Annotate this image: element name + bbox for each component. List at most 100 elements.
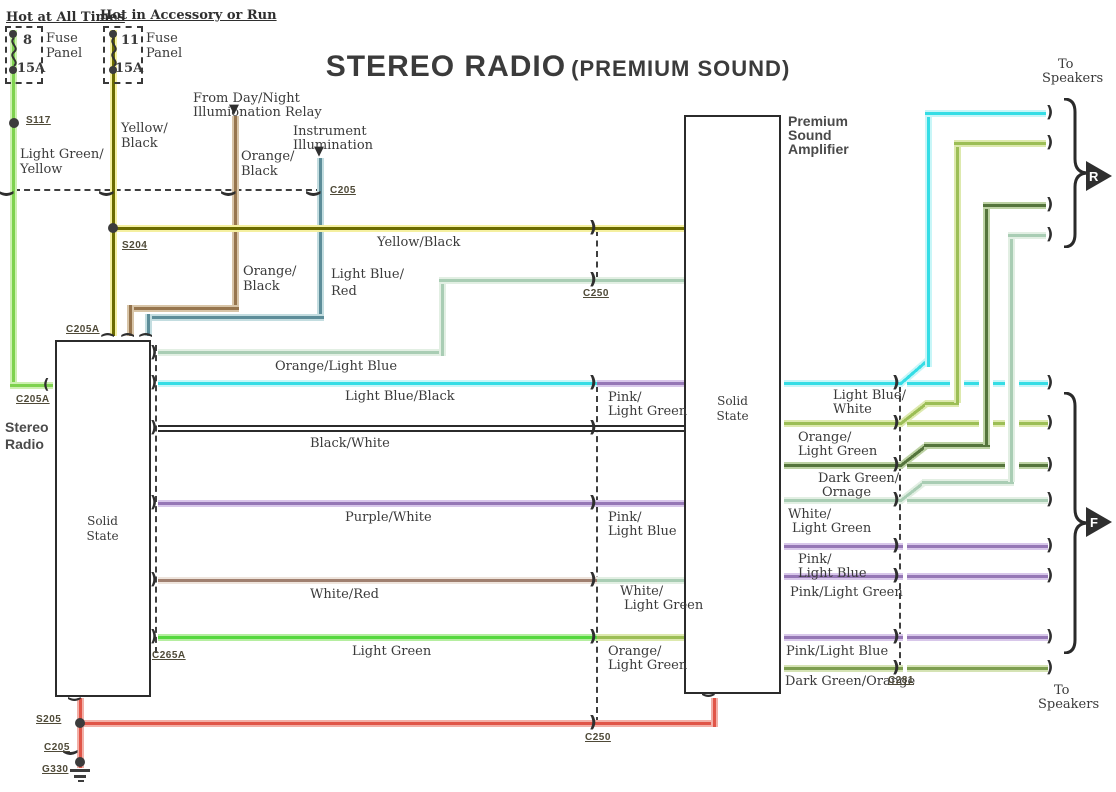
c265a-pin-icon: ) — [150, 372, 158, 391]
wire-plg-run — [907, 573, 1048, 580]
wire-label-purple-white: Purple/White — [345, 510, 432, 525]
speaker-stub-icon: ) — [1046, 489, 1054, 508]
row-connector-icon: )) — [589, 492, 594, 511]
wire-light-blue-red-elbow — [145, 314, 324, 321]
wire-white-light-green — [597, 577, 686, 584]
connector-c205-label: C205 — [330, 185, 356, 196]
wire-label-light-blue-red-2: Red — [331, 284, 357, 299]
down-arrow-icon: ▼ — [229, 102, 239, 117]
c205-connector-icon: )) — [304, 189, 324, 191]
wire-amp-olg-run — [1019, 420, 1048, 427]
connector-c205-bottom-label: C205 — [44, 742, 70, 753]
wire-wlg-elbow — [922, 479, 1014, 486]
title-main: STEREO RADIO — [325, 50, 567, 83]
wire-label-pink-light-blue-1: Pink/ — [608, 510, 642, 525]
rear-speaker-letter: R — [1089, 169, 1099, 184]
wire-orange-black-drop — [127, 305, 134, 336]
wire-light-green-into-radio — [10, 382, 53, 389]
connector-c281-dashed-line — [899, 386, 901, 668]
wire-orange-light-blue — [158, 349, 444, 356]
speaker-stub-icon: ) — [1046, 657, 1054, 676]
wire-label-light-green-yellow-2: Yellow — [20, 162, 63, 177]
fuse2-box — [103, 26, 143, 84]
wire-light-blue-white — [784, 380, 903, 387]
to-speakers-top-2: Speakers — [1042, 71, 1104, 86]
wire-label-black-white: Black/White — [310, 436, 390, 451]
wire-label-white-light-green-1: White/ — [620, 584, 664, 599]
connector-c205a-left-label: C205A — [16, 394, 50, 405]
speaker-stub-icon: ) — [1046, 565, 1054, 584]
splice-s117-label: S117 — [26, 115, 51, 126]
wire-label-yellow-black-h: Yellow/Black — [377, 235, 461, 250]
down-arrow-icon: ▼ — [314, 144, 324, 159]
wire-light-blue-white-top — [925, 110, 1046, 117]
connector-c250-upper-label: C250 — [583, 288, 609, 299]
wire-pink-light-green-row — [784, 573, 903, 580]
radio-entry-connector-icon: ( — [99, 331, 116, 339]
c205-connector-icon: )) — [219, 189, 239, 191]
wire-yellow-black-horizontal — [110, 225, 686, 232]
fuse1-bottom-dot — [9, 66, 17, 74]
wire-yellow-black-vertical — [110, 30, 117, 336]
hot-in-accessory-label: Hot in Accessory or Run — [100, 8, 277, 23]
splice-s205-dot — [75, 718, 85, 728]
page-title: STEREO RADIO (PREMIUM SOUND) — [0, 50, 1116, 84]
c265a-pin-icon: ) — [150, 569, 158, 588]
c265a-pin-icon: ) — [150, 492, 158, 511]
fuse1-element-icon — [11, 38, 17, 66]
fuse2-bottom-dot — [109, 66, 117, 74]
wire-light-green-row — [158, 634, 597, 641]
wire-label-pink-light-blue-2: Light Blue — [608, 524, 677, 539]
row-connector-icon: )) — [589, 569, 594, 588]
wire-wlg-run — [907, 497, 1048, 504]
c265a-pin-icon: ) — [150, 417, 158, 436]
instrument-illumination-label-2: Illumination — [293, 138, 374, 153]
c281-row-connector-icon: )) — [892, 565, 897, 584]
c281-row-connector-icon: )) — [892, 626, 897, 645]
fuse2-panel-1: Fuse — [146, 31, 178, 46]
wire-pink-light-blue-row — [784, 634, 903, 641]
wire-label-amp-olg-2: Light Green — [798, 444, 878, 459]
ground-icon — [74, 775, 86, 778]
radio-left-connector-icon: ( — [43, 377, 50, 393]
connector-c250-lower-label: C250 — [585, 732, 611, 743]
fuse1-panel-1: Fuse — [46, 31, 78, 46]
wire-dark-green-orange-row — [784, 665, 903, 672]
wire-label-dark-green-orange-row: Dark Green/Orange — [785, 674, 916, 689]
radio-entry-connector-icon: ( — [137, 331, 154, 339]
row-connector-icon: )) — [589, 417, 594, 436]
rear-speaker-arrow-icon — [1086, 161, 1112, 191]
radio-entry-connector-icon: ( — [119, 331, 136, 339]
amp-state-label: State — [716, 409, 749, 423]
amp-bottom-connector-icon: ( — [701, 691, 718, 699]
radio-state-label: State — [86, 529, 119, 543]
c205-connector-icon: )) — [0, 189, 17, 191]
wire-light-green-yellow-vertical — [10, 30, 17, 388]
c250-connector-icon: )) — [589, 269, 594, 288]
speaker-stub-icon: ) — [1046, 412, 1054, 431]
wire-label-amp-olg-1: Orange/ — [798, 430, 852, 445]
row-connector-icon: )) — [589, 626, 594, 645]
wire-label-orange-black-b2: Black — [243, 279, 280, 294]
to-speakers-bottom-1: To — [1054, 683, 1070, 698]
relay-source-label-2: Illumionation Relay — [193, 105, 322, 120]
wire-red-amp-riser — [711, 698, 718, 727]
wire-pink-light-blue — [597, 500, 686, 507]
title-sub: (PREMIUM SOUND) — [571, 56, 791, 81]
splice-s205-label: S205 — [36, 714, 62, 725]
wire-amp-olg-elbow — [925, 400, 959, 407]
c281-row-connector-icon: )) — [892, 657, 897, 676]
wire-amp-olg-top — [954, 140, 1046, 147]
fuse2-element-icon — [111, 38, 117, 66]
c281-row-connector-icon: )) — [892, 454, 897, 473]
wire-label-amp-plb-2: Light Blue — [798, 566, 867, 581]
wire-orange-light-blue-to-amp — [439, 277, 686, 284]
radio-solid-label: Solid — [87, 514, 118, 528]
wire-dkg-riser — [983, 202, 990, 445]
to-speakers-bottom-2: Speakers — [1038, 697, 1100, 712]
wire-light-blue-black — [158, 380, 597, 387]
wire-white-red — [158, 577, 597, 584]
speaker-stub-icon: ) — [1046, 224, 1054, 243]
speaker-stub-icon: ) — [1046, 102, 1054, 121]
